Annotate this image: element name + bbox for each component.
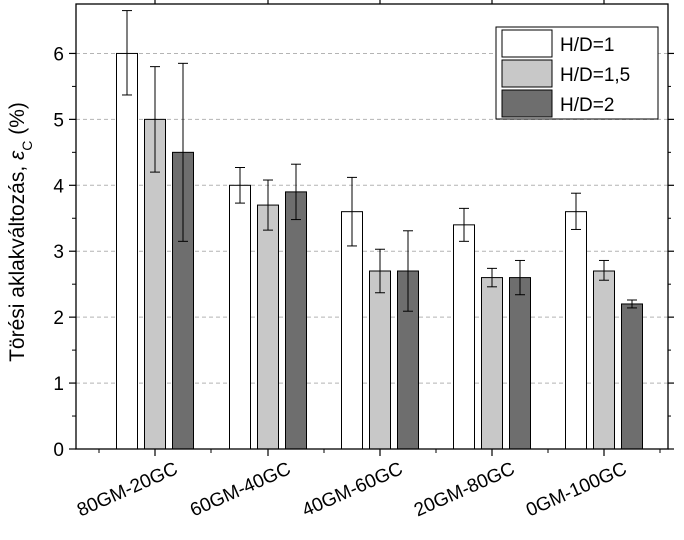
bar-layer <box>116 52 643 450</box>
bar <box>481 277 503 450</box>
x-tick-label: 0GM-100GC <box>523 458 630 521</box>
y-tick-label: 6 <box>53 44 64 65</box>
bar <box>509 277 531 450</box>
y-axis-title-main: Törési aklakváltozás, <box>6 160 29 362</box>
bar <box>341 211 363 450</box>
y-axis-title: Törési aklakváltozás, εC (%) <box>6 102 35 362</box>
plot-frame <box>75 3 669 450</box>
bar <box>593 270 615 450</box>
bar <box>565 211 587 450</box>
legend-label: H/D=2 <box>560 95 614 116</box>
y-tick-label: 0 <box>53 440 64 461</box>
x-tick-label: 20GM-80GC <box>411 458 518 521</box>
y-axis-title-symbol: ε <box>6 150 29 160</box>
bar <box>369 270 391 450</box>
bar <box>453 224 475 450</box>
bar <box>621 303 643 450</box>
legend-label: H/D=1,5 <box>560 65 630 86</box>
y-tick-label: 5 <box>53 110 64 131</box>
y-axis-title-unit: (%) <box>6 102 29 141</box>
y-tick-label: 4 <box>53 176 64 197</box>
legend: H/D=1 H/D=1,5 H/D=2 <box>495 26 659 120</box>
bar <box>229 184 251 450</box>
legend-label: H/D=1 <box>560 35 614 56</box>
y-tick-label: 3 <box>53 242 64 263</box>
y-tick-label: 2 <box>53 308 64 329</box>
y-axis-title-subscript: C <box>19 141 35 151</box>
x-tick-label: 80GM-20GC <box>74 458 181 521</box>
legend-swatch <box>501 89 553 118</box>
bar <box>257 204 279 450</box>
legend-swatch <box>501 59 553 88</box>
error-bar-layer <box>122 10 637 312</box>
x-tick-label: 60GM-40GC <box>187 458 294 521</box>
bar <box>116 52 138 450</box>
legend-swatch <box>501 29 553 58</box>
y-tick-label: 1 <box>53 374 64 395</box>
bar <box>285 191 307 450</box>
x-tick-label: 40GM-60GC <box>299 458 406 521</box>
